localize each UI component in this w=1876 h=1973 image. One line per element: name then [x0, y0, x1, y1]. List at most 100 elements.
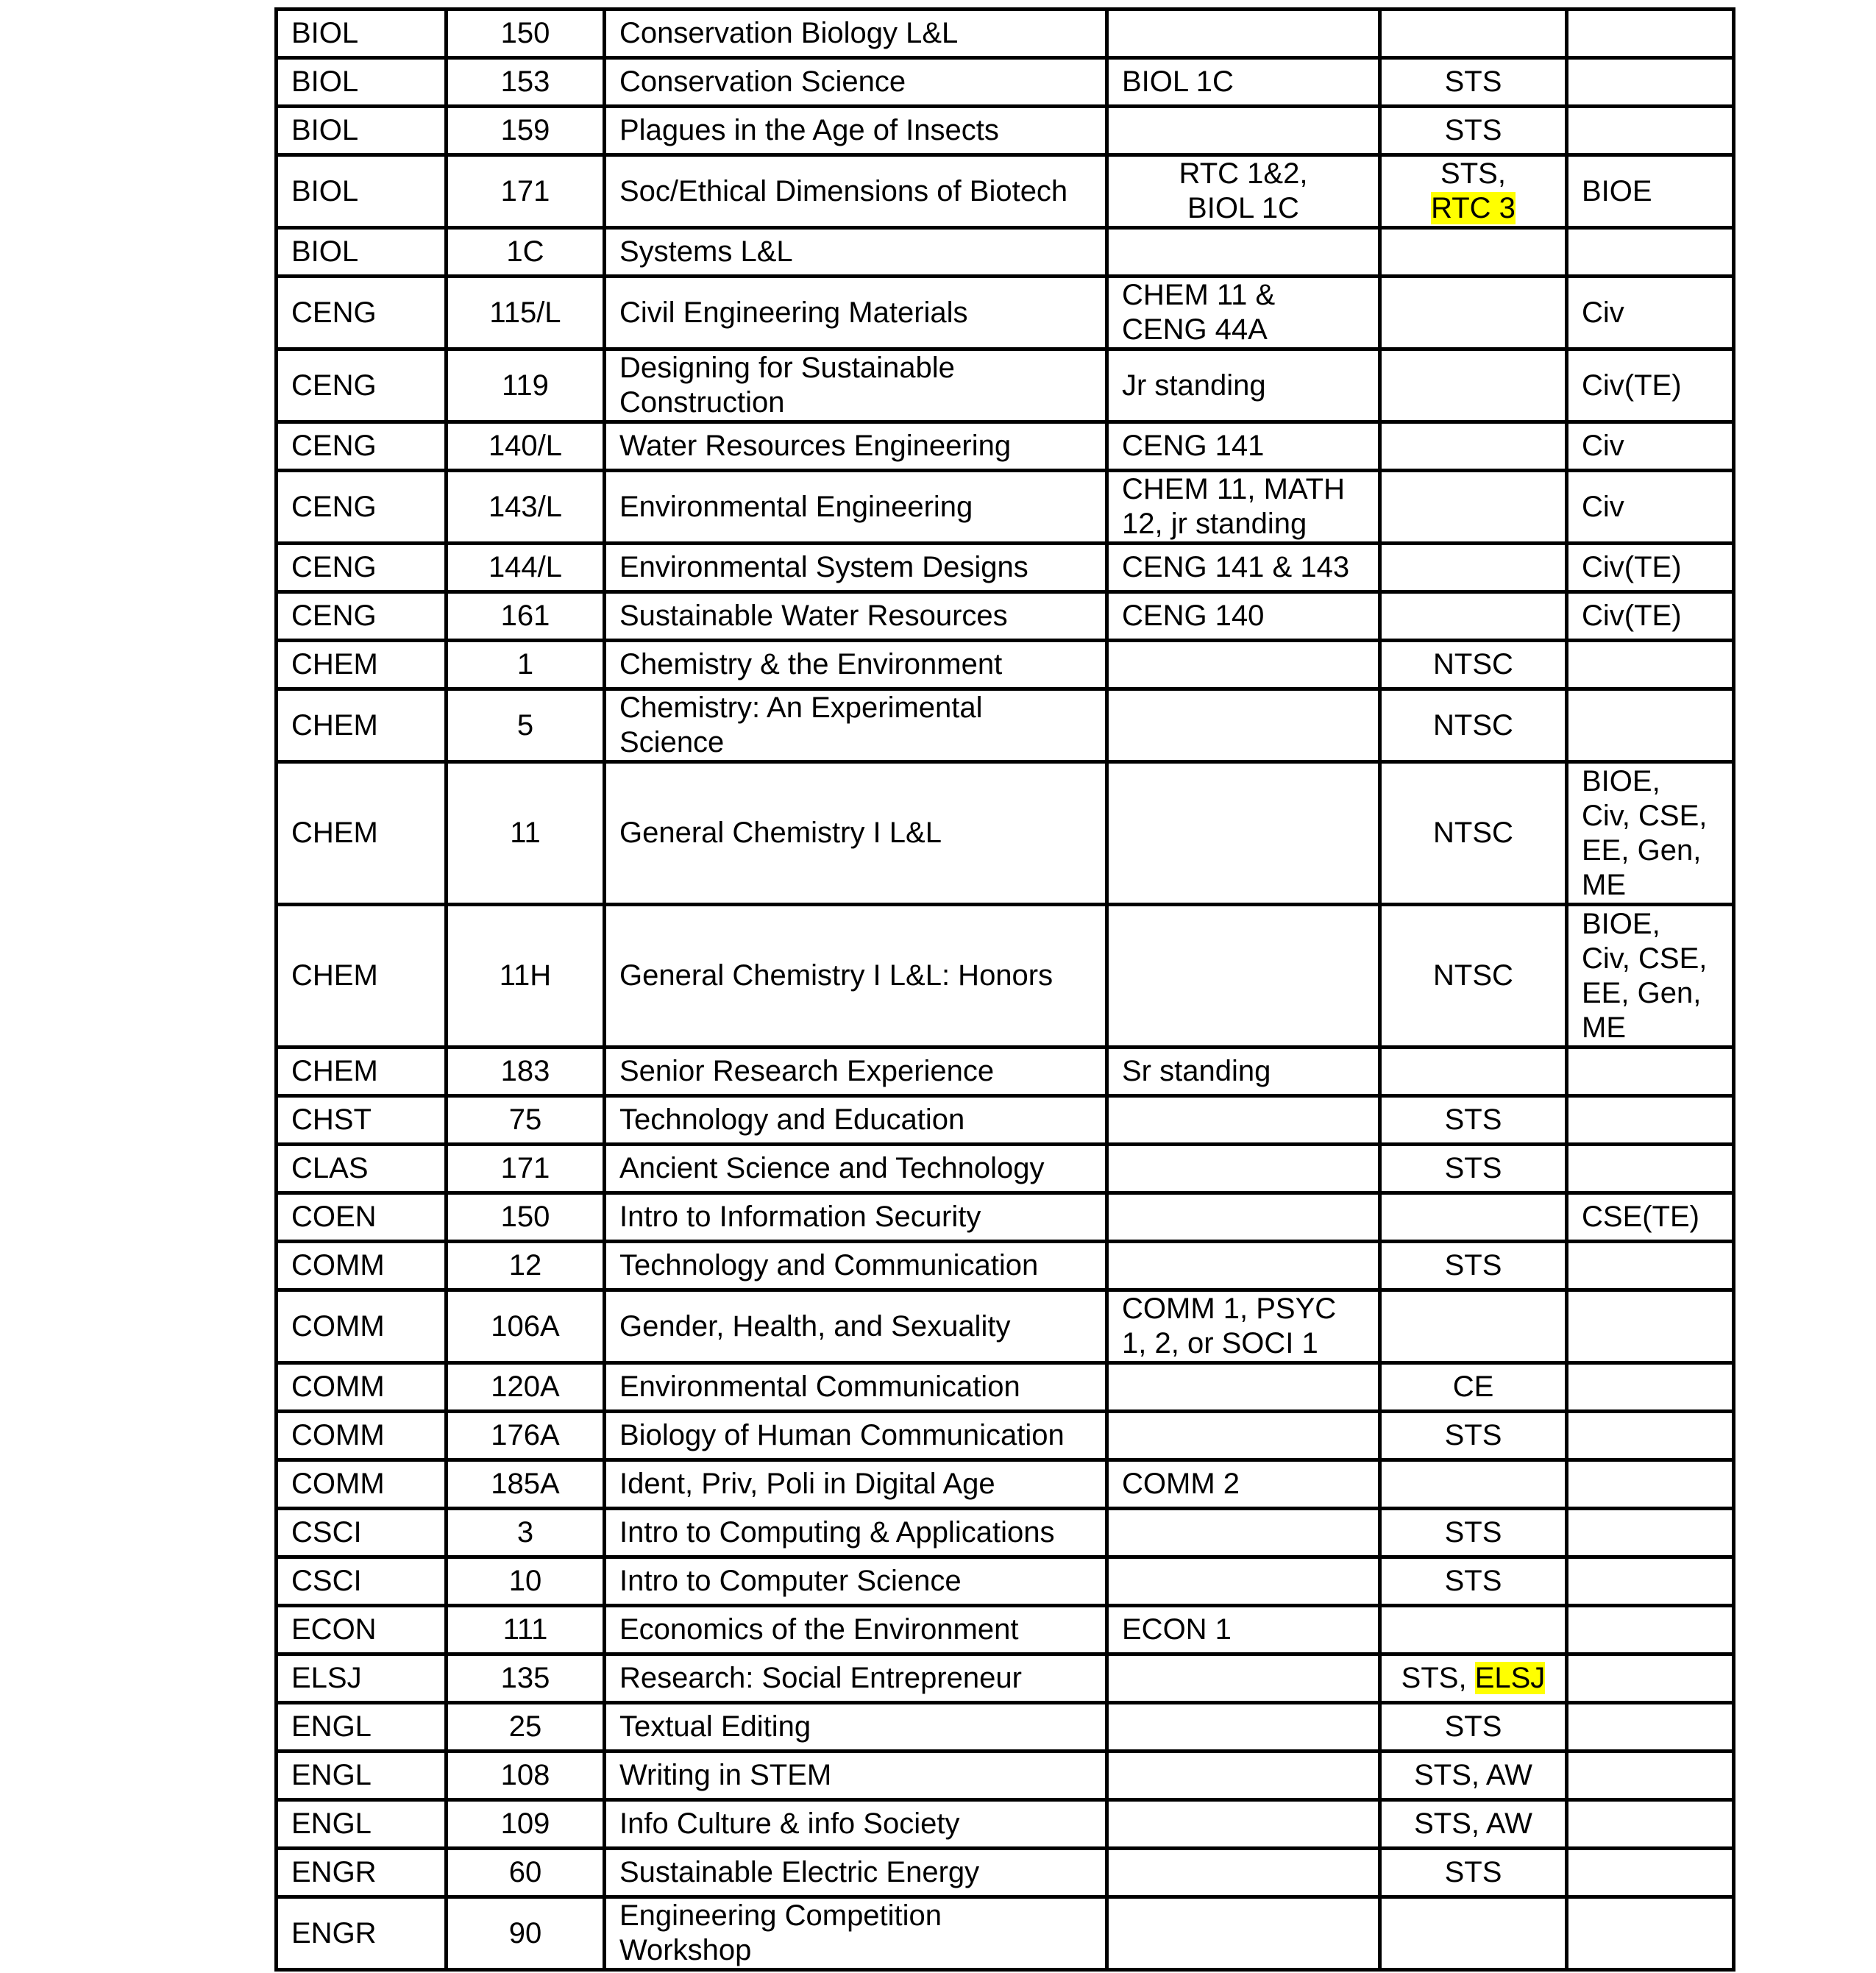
- prerequisite-cell: [1105, 1142, 1382, 1195]
- designation-text: NTSC: [1433, 959, 1513, 992]
- designation-text: NTSC: [1433, 708, 1513, 742]
- designation-text: STS: [1444, 1516, 1502, 1549]
- prerequisite-cell: [1105, 1846, 1382, 1899]
- prerequisite-cell: ECON 1: [1105, 1604, 1382, 1656]
- table-row: CSCI 3 Intro to Computing & Applications ST…: [274, 1507, 1735, 1559]
- major-cell: [1565, 687, 1735, 764]
- course-number-cell: 115/L: [444, 274, 606, 351]
- course-number-cell: 143/L: [444, 469, 606, 545]
- major-cell: [1565, 1507, 1735, 1559]
- prerequisite-cell: [1105, 639, 1382, 691]
- course-title-cell: Writing in STEM: [603, 1749, 1109, 1802]
- designation-cell: STS, AW: [1378, 1749, 1568, 1802]
- course-title-cell: Environmental System Designs: [603, 541, 1109, 594]
- course-number-cell: 135: [444, 1652, 606, 1704]
- major-cell: [1565, 1409, 1735, 1462]
- table-row: BIOL 159 Plagues in the Age of Insects STS: [274, 104, 1735, 157]
- prerequisite-cell: [1105, 1652, 1382, 1704]
- table-row: CHST 75 Technology and Education STS: [274, 1094, 1735, 1146]
- major-cell: [1565, 1458, 1735, 1510]
- course-title-cell: General Chemistry I L&L: [603, 760, 1109, 906]
- dept-cell: CSCI: [274, 1555, 448, 1607]
- dept-cell: CHEM: [274, 639, 448, 691]
- course-number-cell: 171: [444, 153, 606, 230]
- course-number-cell: 3: [444, 1507, 606, 1559]
- designation-cell: [1378, 1288, 1568, 1365]
- major-cell: Civ(TE): [1565, 347, 1735, 424]
- designation-cell: NTSC: [1378, 687, 1568, 764]
- course-title-cell: Conservation Biology L&L: [603, 7, 1109, 60]
- course-title-cell: Systems L&L: [603, 226, 1109, 278]
- course-title-cell: Intro to Computer Science: [603, 1555, 1109, 1607]
- table-row: BIOL 153 Conservation Science BIOL 1C STS: [274, 56, 1735, 108]
- prerequisite-cell: [1105, 226, 1382, 278]
- major-cell: [1565, 1604, 1735, 1656]
- designation-text: STS, AW: [1414, 1807, 1532, 1840]
- course-title-cell: Textual Editing: [603, 1701, 1109, 1753]
- designation-cell: STS: [1378, 104, 1568, 157]
- major-cell: CSE(TE): [1565, 1191, 1735, 1243]
- designation-cell: NTSC: [1378, 639, 1568, 691]
- course-title-cell: Water Resources Engineering: [603, 420, 1109, 472]
- course-number-cell: 153: [444, 56, 606, 108]
- designation-text: STS: [1444, 1710, 1502, 1743]
- major-cell: [1565, 1142, 1735, 1195]
- prerequisite-cell: Jr standing: [1105, 347, 1382, 424]
- dept-cell: CENG: [274, 590, 448, 642]
- major-cell: [1565, 1555, 1735, 1607]
- designation-cell: [1378, 420, 1568, 472]
- course-title-cell: Research: Social Entrepreneur: [603, 1652, 1109, 1704]
- dept-cell: CHEM: [274, 687, 448, 764]
- course-number-cell: 10: [444, 1555, 606, 1607]
- prerequisite-cell: [1105, 1240, 1382, 1292]
- course-title-cell: Chemistry: An Experimental Science: [603, 687, 1109, 764]
- designation-cell: NTSC: [1378, 760, 1568, 906]
- designation-cell: STS: [1378, 1701, 1568, 1753]
- designation-cell: STS: [1378, 1094, 1568, 1146]
- major-cell: [1565, 639, 1735, 691]
- dept-cell: ENGR: [274, 1895, 448, 1972]
- designation-cell: STS, AW: [1378, 1798, 1568, 1850]
- major-cell: Civ(TE): [1565, 590, 1735, 642]
- table-row: BIOL 1C Systems L&L: [274, 226, 1735, 278]
- designation-cell: [1378, 1458, 1568, 1510]
- dept-cell: CENG: [274, 274, 448, 351]
- dept-cell: ELSJ: [274, 1652, 448, 1704]
- prerequisite-cell: CENG 140: [1105, 590, 1382, 642]
- table-row: CENG 143/L Environmental Engineering CHEM 1…: [274, 469, 1735, 545]
- course-title-cell: Technology and Communication: [603, 1240, 1109, 1292]
- table-row: ENGR 60 Sustainable Electric Energy STS: [274, 1846, 1735, 1899]
- designation-cell: [1378, 1045, 1568, 1098]
- dept-cell: CLAS: [274, 1142, 448, 1195]
- course-title-cell: Intro to Information Security: [603, 1191, 1109, 1243]
- designation-cell: STS: [1378, 1507, 1568, 1559]
- designation-text: STS: [1444, 1152, 1502, 1184]
- designation-text: STS: [1444, 1103, 1502, 1136]
- table-row: COMM 106A Gender, Health, and Sexuality COM…: [274, 1288, 1735, 1365]
- major-cell: [1565, 56, 1735, 108]
- course-title-cell: Environmental Engineering: [603, 469, 1109, 545]
- dept-cell: BIOL: [274, 226, 448, 278]
- designation-cell: STS: [1378, 1142, 1568, 1195]
- major-cell: Civ(TE): [1565, 541, 1735, 594]
- course-number-cell: 150: [444, 7, 606, 60]
- dept-cell: CHEM: [274, 1045, 448, 1098]
- course-title-cell: Intro to Computing & Applications: [603, 1507, 1109, 1559]
- major-cell: Civ: [1565, 420, 1735, 472]
- course-table: BIOL 150 Conservation Biology L&L BIOL 153 Co…: [274, 7, 1735, 1972]
- course-number-cell: 25: [444, 1701, 606, 1753]
- major-cell: [1565, 7, 1735, 60]
- course-title-cell: Plagues in the Age of Insects: [603, 104, 1109, 157]
- table-row: CHEM 11H General Chemistry I L&L: Honors NT…: [274, 903, 1735, 1049]
- table-row: CHEM 11 General Chemistry I L&L NTSC BIOE, C…: [274, 760, 1735, 906]
- table-row: CENG 144/L Environmental System Designs CEN…: [274, 541, 1735, 594]
- major-cell: [1565, 1045, 1735, 1098]
- designation-cell: [1378, 1191, 1568, 1243]
- designation-cell: NTSC: [1378, 903, 1568, 1049]
- prerequisite-cell: COMM 2: [1105, 1458, 1382, 1510]
- major-cell: BIOE, Civ, CSE, EE, Gen, ME: [1565, 903, 1735, 1049]
- dept-cell: CHEM: [274, 903, 448, 1049]
- major-cell: BIOE, Civ, CSE, EE, Gen, ME: [1565, 760, 1735, 906]
- course-title-cell: Sustainable Water Resources: [603, 590, 1109, 642]
- course-number-cell: 1C: [444, 226, 606, 278]
